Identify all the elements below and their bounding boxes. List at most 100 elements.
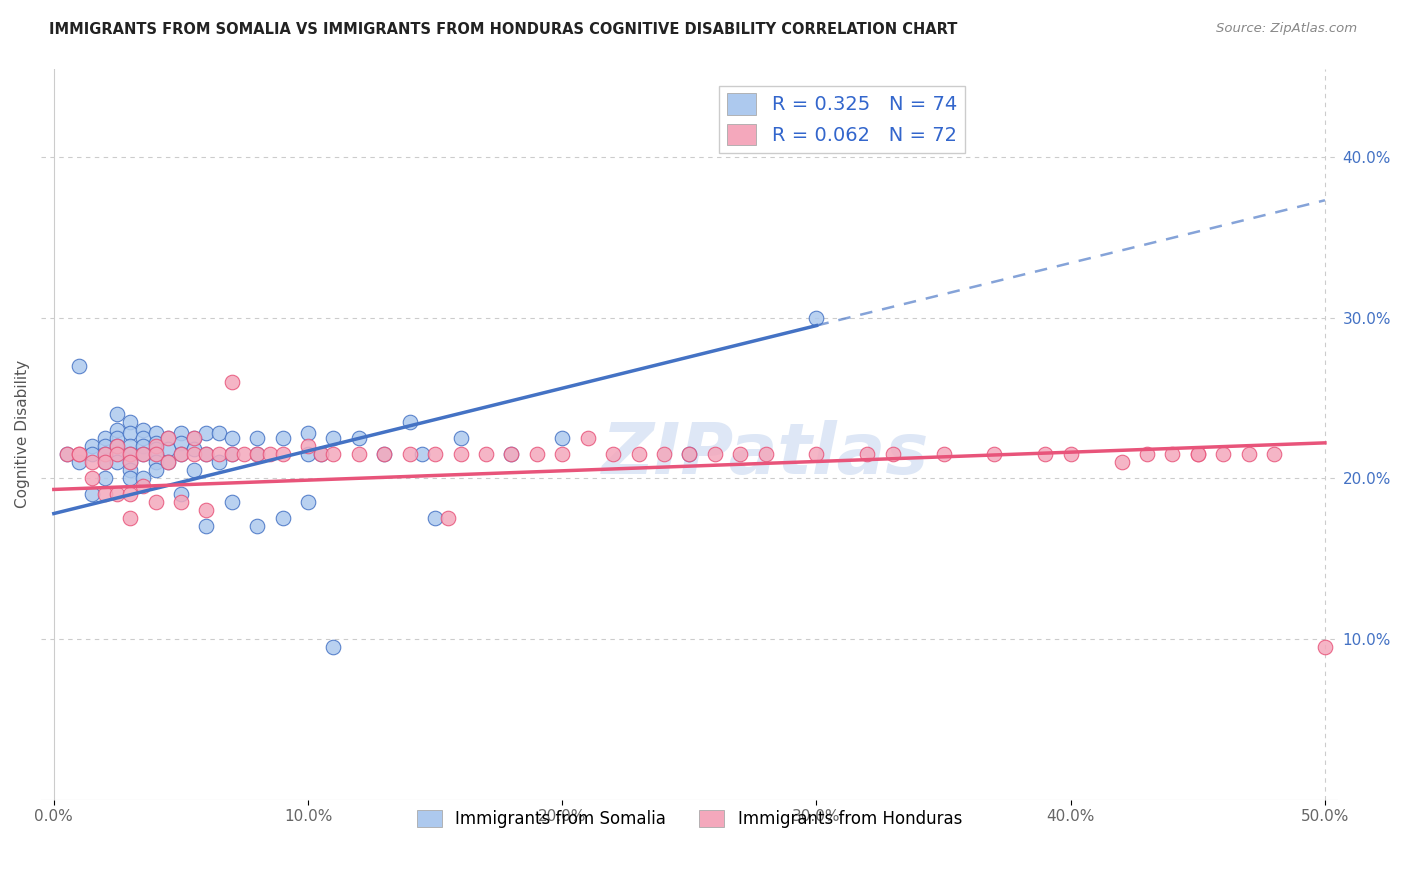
Point	[627, 447, 650, 461]
Point	[195, 519, 218, 533]
Point	[145, 439, 167, 453]
Point	[322, 447, 344, 461]
Point	[526, 447, 548, 461]
Point	[246, 447, 269, 461]
Point	[221, 447, 243, 461]
Point	[208, 455, 231, 469]
Point	[271, 511, 294, 525]
Point	[105, 447, 128, 461]
Point	[297, 447, 319, 461]
Point	[195, 426, 218, 441]
Point	[145, 426, 167, 441]
Point	[120, 447, 142, 461]
Point	[856, 447, 879, 461]
Point	[450, 447, 472, 461]
Point	[806, 310, 828, 325]
Point	[1212, 447, 1234, 461]
Point	[347, 431, 370, 445]
Point	[120, 455, 142, 469]
Point	[246, 431, 269, 445]
Point	[120, 439, 142, 453]
Point	[423, 511, 446, 525]
Point	[67, 447, 90, 461]
Point	[120, 426, 142, 441]
Point	[183, 431, 205, 445]
Point	[170, 435, 193, 450]
Point	[221, 447, 243, 461]
Point	[246, 519, 269, 533]
Point	[157, 442, 180, 457]
Point	[105, 407, 128, 421]
Point	[437, 511, 460, 525]
Point	[297, 439, 319, 453]
Point	[120, 415, 142, 429]
Point	[157, 431, 180, 445]
Point	[55, 447, 77, 461]
Point	[93, 439, 115, 453]
Point	[132, 431, 155, 445]
Point	[105, 423, 128, 437]
Point	[373, 447, 395, 461]
Point	[1033, 447, 1056, 461]
Point	[80, 447, 103, 461]
Point	[80, 471, 103, 485]
Point	[652, 447, 675, 461]
Point	[157, 455, 180, 469]
Point	[157, 455, 180, 469]
Point	[322, 431, 344, 445]
Point	[80, 487, 103, 501]
Point	[132, 439, 155, 453]
Point	[183, 442, 205, 457]
Point	[882, 447, 904, 461]
Point	[157, 431, 180, 445]
Point	[398, 447, 420, 461]
Point	[1136, 447, 1159, 461]
Point	[67, 455, 90, 469]
Point	[1111, 455, 1133, 469]
Point	[132, 471, 155, 485]
Point	[347, 447, 370, 461]
Point	[1161, 447, 1184, 461]
Point	[1263, 447, 1285, 461]
Point	[195, 447, 218, 461]
Point	[145, 447, 167, 461]
Point	[728, 447, 751, 461]
Point	[398, 415, 420, 429]
Point	[120, 487, 142, 501]
Point	[105, 439, 128, 453]
Point	[475, 447, 498, 461]
Point	[80, 439, 103, 453]
Point	[551, 431, 574, 445]
Point	[932, 447, 955, 461]
Text: IMMIGRANTS FROM SOMALIA VS IMMIGRANTS FROM HONDURAS COGNITIVE DISABILITY CORRELA: IMMIGRANTS FROM SOMALIA VS IMMIGRANTS FR…	[49, 22, 957, 37]
Point	[67, 447, 90, 461]
Point	[80, 455, 103, 469]
Point	[1187, 447, 1209, 461]
Point	[145, 442, 167, 457]
Point	[170, 426, 193, 441]
Point	[208, 447, 231, 461]
Point	[423, 447, 446, 461]
Point	[93, 447, 115, 461]
Point	[208, 426, 231, 441]
Point	[678, 447, 700, 461]
Point	[93, 455, 115, 469]
Text: Source: ZipAtlas.com: Source: ZipAtlas.com	[1216, 22, 1357, 36]
Point	[322, 640, 344, 654]
Point	[93, 431, 115, 445]
Point	[183, 447, 205, 461]
Point	[120, 471, 142, 485]
Point	[271, 447, 294, 461]
Point	[551, 447, 574, 461]
Point	[183, 463, 205, 477]
Point	[132, 423, 155, 437]
Point	[120, 447, 142, 461]
Point	[145, 463, 167, 477]
Point	[309, 447, 332, 461]
Text: ZIPatlas: ZIPatlas	[602, 419, 929, 489]
Point	[1313, 640, 1336, 654]
Point	[195, 503, 218, 517]
Point	[105, 487, 128, 501]
Y-axis label: Cognitive Disability: Cognitive Disability	[15, 360, 30, 508]
Point	[1187, 447, 1209, 461]
